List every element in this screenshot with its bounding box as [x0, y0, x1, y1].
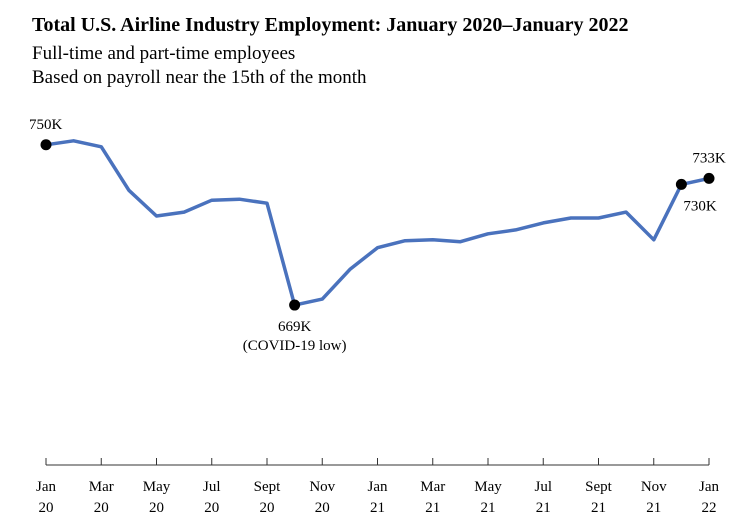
annotation-layer: 750K 669K (COVID-19 low) 730K 733K: [29, 117, 726, 354]
marker-layer: [40, 139, 715, 311]
data-label: (COVID-19 low): [243, 338, 347, 354]
x-tick-label-year: 21: [370, 500, 385, 516]
data-point-marker: [40, 139, 52, 151]
chart-subtitle-basis: Based on payroll near the 15th of the mo…: [32, 67, 367, 88]
data-label: 669K: [278, 319, 312, 335]
series-layer: [44, 139, 711, 307]
x-tick-label-year: 20: [39, 500, 54, 516]
data-point-marker: [703, 172, 715, 184]
x-tick-label-year: 22: [702, 500, 717, 516]
x-tick-label-month: May: [143, 479, 171, 495]
x-tick-label-month: Nov: [309, 479, 335, 495]
x-tick-label-year: 21: [481, 500, 496, 516]
data-point-marker: [289, 299, 301, 311]
data-label: 733K: [692, 150, 726, 166]
x-tick-label-month: Jan: [36, 479, 56, 495]
x-axis: Jan 20 Mar 20 May 20 Jul 20 Sept 20 Nov 20 Jan 21 Mar 2…: [36, 458, 719, 516]
x-tick-label-year: 20: [204, 500, 219, 516]
x-tick-label-month: Sept: [254, 479, 282, 495]
data-label: 750K: [29, 117, 63, 133]
x-tick-label-month: Mar: [89, 479, 114, 495]
x-tick-label-year: 21: [646, 500, 661, 516]
data-label: 730K: [683, 198, 717, 214]
x-tick-label-year: 20: [260, 500, 275, 516]
x-tick-label-year: 20: [94, 500, 109, 516]
x-tick-label-month: Jul: [534, 479, 552, 495]
x-tick-label-year: 20: [315, 500, 330, 516]
x-tick-label-month: Jan: [368, 479, 388, 495]
x-tick-label-month: Jul: [203, 479, 221, 495]
x-tick-label-year: 21: [425, 500, 440, 516]
chart-subtitle-payroll: Full-time and part-time employees: [32, 43, 296, 64]
employment-series-line: [44, 139, 711, 307]
x-tick-label-month: Sept: [585, 479, 613, 495]
x-tick-label-month: Mar: [420, 479, 445, 495]
data-point-marker: [675, 178, 687, 190]
x-tick-label-year: 21: [591, 500, 606, 516]
chart-title: Total U.S. Airline Industry Employment: …: [32, 14, 629, 36]
x-tick-label-month: May: [474, 479, 502, 495]
x-tick-label-year: 21: [536, 500, 551, 516]
x-tick-label-year: 20: [149, 500, 164, 516]
x-tick-label-month: Nov: [641, 479, 667, 495]
x-tick-label-month: Jan: [699, 479, 719, 495]
